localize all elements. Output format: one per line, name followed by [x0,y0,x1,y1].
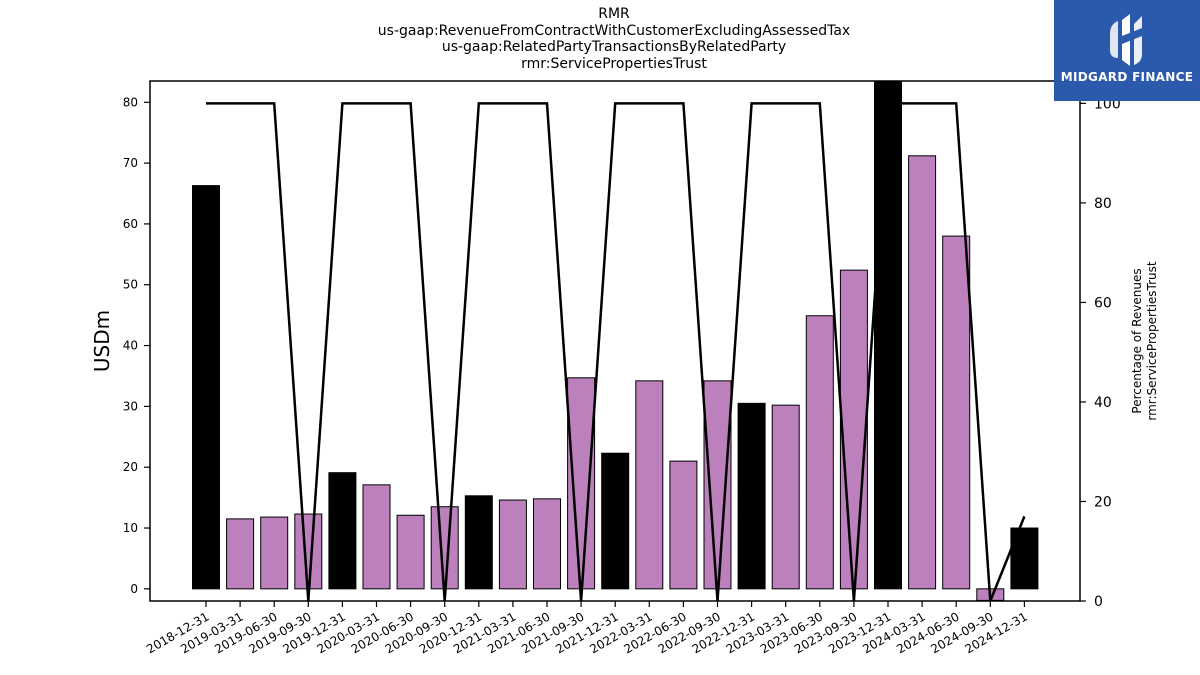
bar [771,404,800,590]
bar [362,484,391,590]
y-tick-label: 50 [123,278,138,292]
logo-text: MIDGARD FINANCE [1060,70,1194,84]
title-line-1: RMR [598,6,630,22]
bar [874,80,902,590]
y-tick-label: 30 [123,399,138,413]
percentage-line-group [206,102,1026,602]
title-line-2: us-gaap:RevenueFromContractWithCustomerE… [377,22,851,39]
title-line-3: us-gaap:RelatedPartyTransactionsByRelate… [441,39,787,55]
midgard-finance-logo: MIDGARD FINANCE [1054,0,1200,101]
y-tick-label: 20 [123,460,138,474]
y-tick-label: 70 [123,156,138,170]
y2-tick-label: 0 [1094,594,1103,610]
bar [396,514,425,590]
y-tick-label: 10 [123,521,138,535]
y2-axis-label: Percentage of Revenues [1130,268,1144,413]
bar [567,377,596,590]
bar [294,513,323,590]
y-axis-label: USDm [90,310,114,372]
bar [533,498,561,590]
y-tick-label: 80 [123,95,138,109]
bar [601,452,630,590]
y2-tick-label: 20 [1094,494,1112,510]
y2-tick-label: 80 [1094,196,1112,212]
bar [192,185,220,590]
bar [328,472,357,590]
bar [703,380,732,590]
y2-axis-label: rmr:ServicePropertiesTrust [1145,261,1159,421]
bar [226,518,255,590]
percentage-line [206,102,1026,602]
bars-group [192,80,1039,601]
bar [805,315,834,590]
bar [430,506,459,590]
bar [942,235,971,590]
bar [635,380,664,590]
y-tick-label: 0 [130,582,138,596]
bar [464,495,493,590]
bar [498,499,527,590]
bar [839,269,868,590]
bar [908,155,937,590]
bar [260,516,289,590]
chart-title: RMR us-gaap:RevenueFromContractWithCusto… [264,6,964,72]
y2-tick-label: 60 [1094,295,1112,311]
logo-mark-icon [1110,14,1142,66]
bar [737,402,766,590]
y2-tick-label: 40 [1094,395,1112,411]
y-tick-label: 60 [123,217,138,231]
bar [669,460,698,590]
title-line-4: rmr:ServicePropertiesTrust [521,55,707,72]
y-tick-label: 40 [123,339,138,353]
